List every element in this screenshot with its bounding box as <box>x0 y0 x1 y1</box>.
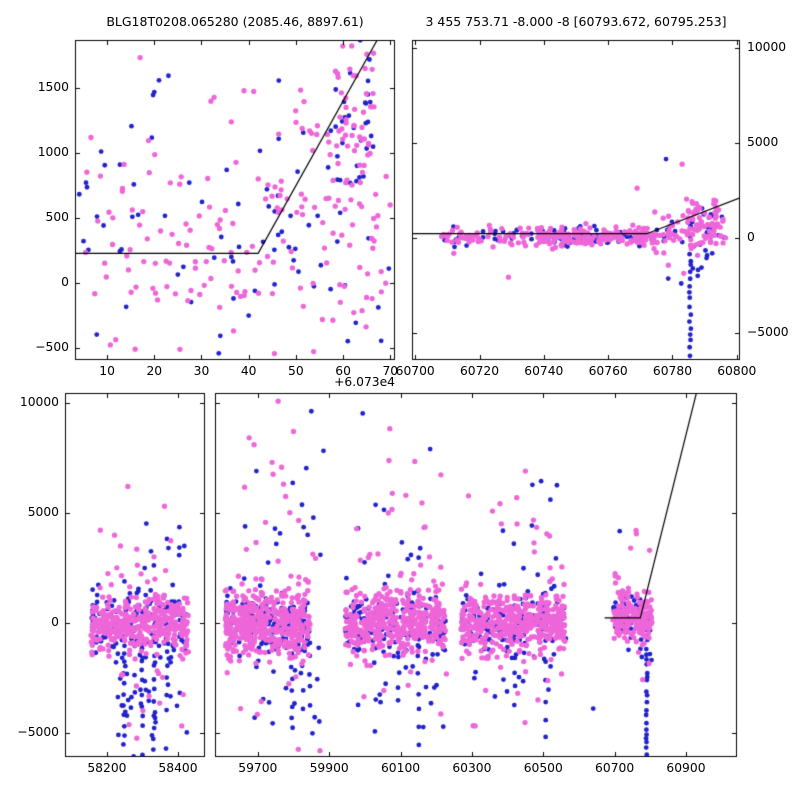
x-tick-label: 50 <box>288 364 304 378</box>
y-tick-label: 500 <box>45 210 69 225</box>
x-tick-label: 70 <box>382 364 399 378</box>
y-tick-label: 1500 <box>37 80 69 95</box>
x-tick-label: 60900 <box>666 761 706 775</box>
plot-title-right: 3 455 753.71 -8.000 -8 [60793.672, 60795… <box>425 14 727 29</box>
y-tick-label: 5000 <box>27 504 59 519</box>
y-tick-label: −500 <box>35 340 69 355</box>
x-tick-label: 58400 <box>158 761 198 775</box>
x-tick-label: 60780 <box>652 364 693 378</box>
x-tick-label: 60700 <box>395 364 435 378</box>
x-tick-label: 60700 <box>595 761 635 775</box>
y-tick-label: 0 <box>747 230 755 245</box>
y-tick-label: 0 <box>51 614 59 629</box>
x-tick-label: 10 <box>99 364 115 378</box>
x-axis-offset-label: +6.073e4 <box>334 375 395 389</box>
x-tick-label: 60500 <box>523 761 563 775</box>
x-tick-label: 60300 <box>452 761 492 775</box>
x-tick-label: 59900 <box>309 761 349 775</box>
y-tick-label: 10000 <box>747 39 787 54</box>
y-tick-label: 10000 <box>19 394 59 409</box>
x-tick-label: 59700 <box>238 761 278 775</box>
y-tick-label: −5000 <box>747 325 789 340</box>
x-tick-label: 58200 <box>87 761 127 775</box>
plot-title-left: BLG18T0208.065280 (2085.46, 8897.61) <box>106 14 364 29</box>
x-tick-label: 60800 <box>717 364 757 378</box>
y-tick-label: −5000 <box>17 724 59 739</box>
x-tick-label: 40 <box>240 364 257 378</box>
x-tick-label: 60720 <box>459 364 500 378</box>
x-tick-label: 20 <box>146 364 163 378</box>
x-tick-label: 30 <box>193 364 210 378</box>
y-tick-label: 1000 <box>37 145 69 160</box>
y-tick-label: 0 <box>61 275 69 290</box>
x-tick-label: 60100 <box>380 761 421 775</box>
y-tick-label: 5000 <box>747 134 779 149</box>
x-tick-label: 60740 <box>524 364 564 378</box>
x-tick-label: 60 <box>335 364 351 378</box>
x-tick-label: 60760 <box>588 364 628 378</box>
